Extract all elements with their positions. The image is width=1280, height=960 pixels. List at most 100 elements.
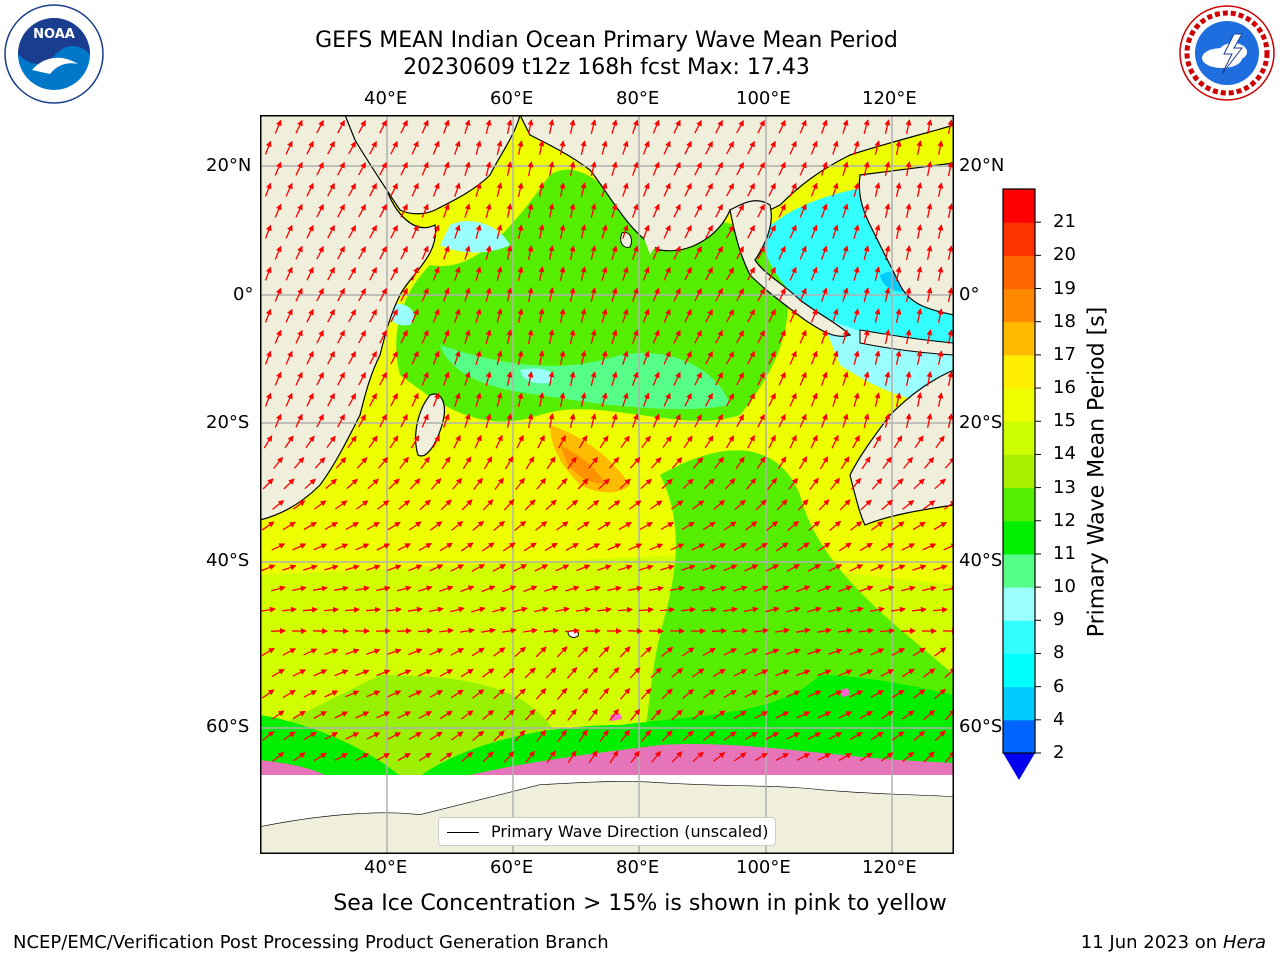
wave-direction-arrow	[726, 267, 734, 281]
wave-direction-arrow	[713, 752, 726, 762]
wave-direction-arrow	[271, 710, 285, 720]
wave-direction-arrow	[348, 225, 356, 239]
wave-direction-arrow	[548, 413, 555, 429]
wave-direction-arrow	[325, 478, 338, 490]
wave-direction-arrow	[316, 203, 324, 218]
wave-direction-arrow	[517, 224, 524, 239]
wave-direction-arrow	[608, 500, 621, 510]
wave-direction-arrow	[747, 224, 755, 239]
wave-direction-arrow	[705, 266, 713, 281]
wave-direction-arrow	[723, 648, 738, 656]
wave-direction-arrow	[397, 543, 412, 551]
wave-direction-arrow	[461, 751, 474, 762]
wave-direction-arrow	[893, 435, 903, 449]
wave-direction-arrow	[622, 308, 629, 323]
wave-direction-arrow	[472, 730, 485, 741]
wave-direction-arrow	[853, 266, 860, 281]
wave-direction-arrow	[744, 731, 758, 741]
wave-direction-arrow	[282, 564, 297, 571]
wave-direction-arrow	[597, 564, 612, 571]
wave-direction-arrow	[799, 287, 807, 302]
wave-direction-arrow	[409, 478, 421, 490]
wave-direction-arrow	[777, 456, 787, 470]
wave-direction-arrow	[369, 350, 377, 365]
wave-direction-arrow	[870, 564, 885, 572]
wave-direction-arrow	[694, 161, 702, 176]
wave-direction-arrow	[905, 119, 912, 135]
wave-direction-arrow	[580, 140, 587, 155]
wave-direction-arrow	[799, 161, 807, 176]
wave-direction-arrow	[611, 287, 618, 302]
lon-top-label: 40°E	[364, 88, 408, 109]
wave-direction-arrow	[873, 435, 881, 449]
wave-direction-arrow	[916, 308, 923, 324]
wave-direction-arrow	[820, 119, 828, 134]
wave-direction-arrow	[439, 627, 454, 634]
wave-direction-arrow	[588, 708, 598, 721]
wave-direction-arrow	[757, 413, 765, 428]
wave-direction-arrow	[576, 564, 591, 572]
wave-direction-arrow	[937, 224, 944, 239]
wave-direction-arrow	[714, 456, 724, 469]
wave-direction-arrow	[506, 371, 513, 386]
wave-direction-arrow	[517, 350, 524, 365]
wave-direction-arrow	[776, 499, 788, 511]
wave-direction-arrow	[863, 245, 870, 260]
wave-direction-arrow	[464, 161, 471, 176]
wave-direction-arrow	[850, 521, 863, 531]
wave-direction-arrow	[274, 161, 282, 176]
wave-direction-arrow	[799, 245, 807, 260]
wave-direction-arrow	[442, 203, 450, 218]
wave-direction-arrow	[736, 162, 744, 176]
wave-direction-arrow	[421, 203, 429, 218]
wave-direction-arrow	[926, 413, 933, 429]
wave-direction-arrow	[842, 329, 849, 344]
lat-right-label: 60°S	[959, 716, 1003, 737]
wave-direction-arrow	[775, 542, 789, 552]
wave-direction-arrow	[514, 646, 527, 658]
wave-direction-arrow	[379, 119, 387, 134]
wave-direction-arrow	[926, 203, 933, 219]
wave-direction-arrow	[496, 140, 503, 155]
wave-direction-arrow	[398, 499, 411, 510]
wave-direction-arrow	[659, 606, 675, 613]
wave-direction-arrow	[569, 119, 576, 134]
wave-direction-arrow	[475, 140, 482, 155]
wave-direction-arrow	[725, 435, 735, 449]
period-band-17	[550, 425, 630, 493]
wave-direction-arrow	[870, 648, 885, 656]
wave-direction-arrow	[306, 392, 314, 407]
colorbar-tick-label: 14	[1053, 443, 1076, 465]
wave-direction-arrow	[692, 751, 704, 763]
colorbar-title: Primary Wave Mean Period [s]	[1084, 306, 1110, 638]
wave-direction-arrow	[842, 203, 849, 218]
wave-direction-arrow	[652, 287, 660, 302]
wave-direction-arrow	[496, 266, 503, 281]
wave-direction-arrow	[631, 161, 639, 176]
wave-direction-arrow	[387, 690, 402, 698]
wave-direction-arrow	[599, 687, 610, 700]
wave-direction-arrow	[316, 245, 324, 260]
wave-direction-arrow	[799, 371, 807, 386]
wave-direction-arrow	[663, 140, 671, 155]
wave-direction-arrow	[631, 371, 639, 386]
wave-direction-arrow	[858, 627, 874, 634]
wave-direction-arrow	[337, 287, 345, 302]
wave-direction-arrow	[611, 203, 618, 218]
wave-direction-arrow	[464, 329, 471, 344]
wave-direction-arrow	[715, 245, 723, 260]
wave-direction-arrow	[485, 161, 492, 176]
wave-direction-arrow	[292, 585, 307, 592]
wave-direction-arrow	[778, 245, 786, 260]
wave-direction-arrow	[327, 182, 335, 197]
wave-direction-arrow	[842, 161, 849, 176]
wave-direction-arrow	[324, 690, 339, 698]
colorbar-band	[1003, 686, 1035, 721]
wave-direction-arrow	[796, 753, 811, 761]
wave-direction-arrow	[937, 350, 944, 365]
wave-direction-arrow	[538, 266, 545, 282]
wave-direction-arrow	[947, 413, 954, 428]
wave-direction-arrow	[618, 521, 632, 531]
wave-direction-arrow	[796, 585, 811, 593]
wave-direction-arrow	[620, 729, 630, 742]
